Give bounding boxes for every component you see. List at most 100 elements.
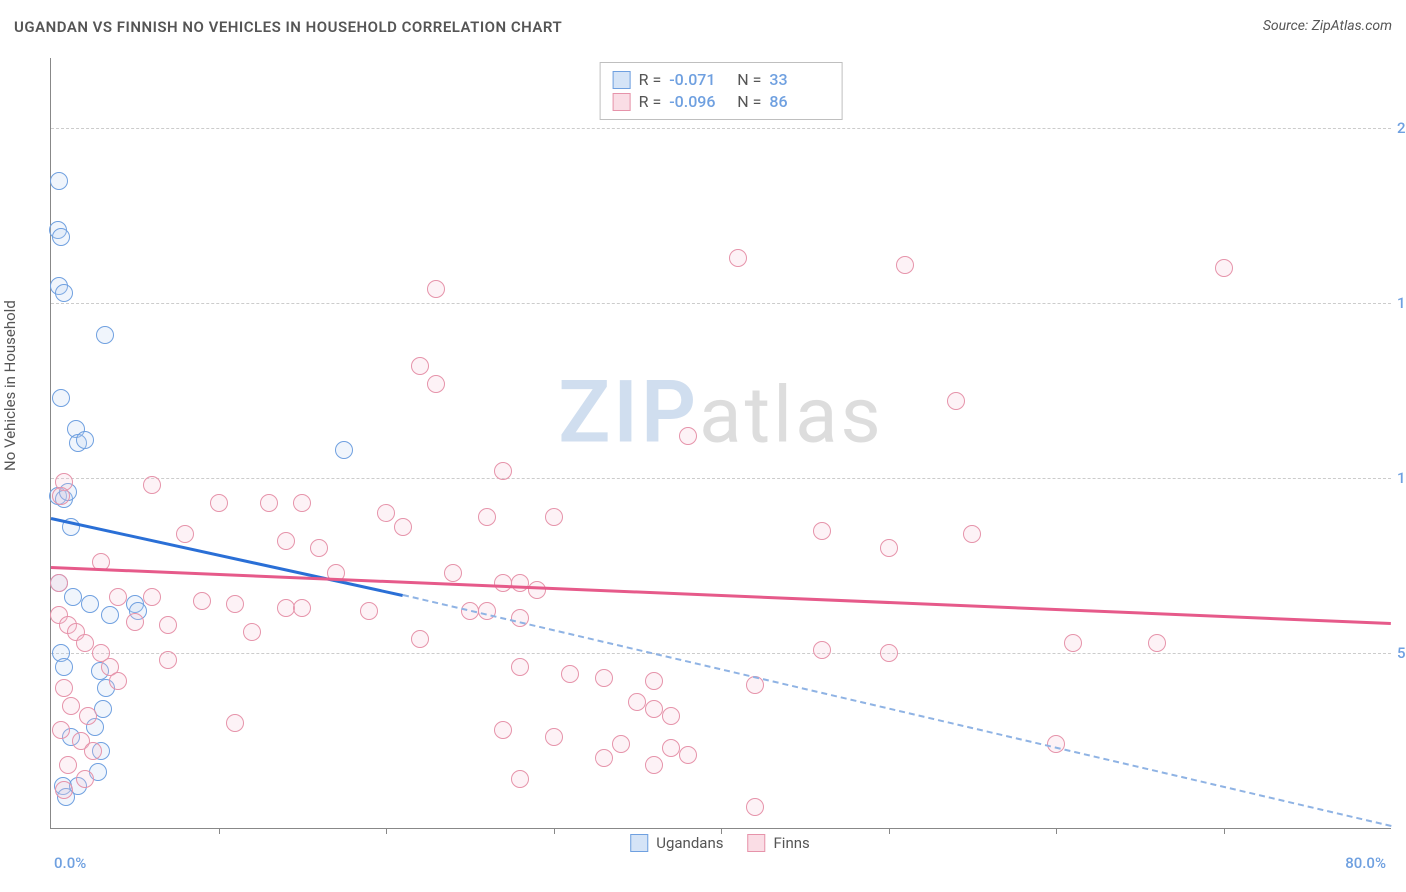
legend-r-value-finns: -0.096 — [669, 91, 729, 113]
data-point-finns — [62, 697, 80, 715]
swatch-ugandans — [630, 834, 648, 852]
data-point-finns — [494, 574, 512, 592]
y-tick-label: 15.0% — [1397, 294, 1406, 312]
data-point-finns — [444, 564, 462, 582]
data-point-finns — [360, 602, 378, 620]
data-point-finns — [394, 518, 412, 536]
data-point-finns — [645, 672, 663, 690]
data-point-finns — [52, 487, 70, 505]
data-point-finns — [427, 375, 445, 393]
series-legend: Ugandans Finns — [630, 834, 810, 852]
data-point-finns — [55, 679, 73, 697]
data-point-finns — [109, 588, 127, 606]
watermark-zip: ZIP — [558, 362, 699, 463]
data-point-finns — [193, 592, 211, 610]
data-point-finns — [143, 476, 161, 494]
data-point-ugandans — [101, 606, 119, 624]
plot-area: ZIPatlas R = -0.071 N = 33 R = -0.096 N … — [50, 58, 1391, 829]
gridline — [51, 478, 1391, 479]
data-point-finns — [528, 581, 546, 599]
data-point-finns — [277, 532, 295, 550]
chart-header: UGANDAN VS FINNISH NO VEHICLES IN HOUSEH… — [14, 18, 1392, 36]
data-point-ugandans — [52, 389, 70, 407]
x-tick — [889, 828, 890, 834]
source-name: ZipAtlas.com — [1312, 18, 1392, 34]
trend-line — [51, 566, 1391, 625]
data-point-finns — [310, 539, 328, 557]
data-point-finns — [159, 616, 177, 634]
data-point-finns — [377, 504, 395, 522]
data-point-ugandans — [76, 431, 94, 449]
data-point-finns — [511, 658, 529, 676]
legend-item-ugandans: Ugandans — [630, 834, 723, 852]
chart-title: UGANDAN VS FINNISH NO VEHICLES IN HOUSEH… — [14, 18, 562, 36]
data-point-finns — [947, 392, 965, 410]
data-point-finns — [963, 525, 981, 543]
data-point-finns — [76, 770, 94, 788]
watermark-atlas: atlas — [699, 371, 884, 462]
legend-n-value-ugandans: 33 — [769, 69, 829, 91]
data-point-ugandans — [52, 228, 70, 246]
data-point-finns — [226, 714, 244, 732]
y-tick-label: 20.0% — [1397, 119, 1406, 137]
legend-row-ugandans: R = -0.071 N = 33 — [613, 69, 830, 91]
x-tick — [1224, 828, 1225, 834]
y-axis-title: No Vehicles in Household — [1, 300, 19, 471]
x-axis-end-label: 80.0% — [1345, 854, 1386, 872]
data-point-finns — [411, 357, 429, 375]
data-point-finns — [494, 462, 512, 480]
legend-n-label: N = — [737, 91, 761, 113]
legend-item-finns: Finns — [748, 834, 810, 852]
data-point-finns — [896, 256, 914, 274]
data-point-finns — [494, 721, 512, 739]
gridline — [51, 128, 1391, 129]
data-point-finns — [143, 588, 161, 606]
x-axis-start-label: 0.0% — [54, 854, 86, 872]
x-tick — [1056, 828, 1057, 834]
data-point-ugandans — [96, 326, 114, 344]
data-point-ugandans — [55, 658, 73, 676]
data-point-ugandans — [55, 284, 73, 302]
data-point-finns — [545, 508, 563, 526]
data-point-finns — [645, 700, 663, 718]
data-point-finns — [210, 494, 228, 512]
data-point-finns — [511, 770, 529, 788]
data-point-finns — [595, 669, 613, 687]
data-point-finns — [50, 574, 68, 592]
swatch-finns — [613, 93, 631, 111]
data-point-finns — [595, 749, 613, 767]
data-point-finns — [662, 707, 680, 725]
data-point-finns — [109, 672, 127, 690]
data-point-finns — [511, 574, 529, 592]
data-point-finns — [478, 508, 496, 526]
data-point-ugandans — [81, 595, 99, 613]
data-point-finns — [679, 746, 697, 764]
data-point-finns — [126, 613, 144, 631]
data-point-finns — [411, 630, 429, 648]
data-point-finns — [277, 599, 295, 617]
source-prefix: Source: — [1263, 18, 1312, 34]
legend-r-label: R = — [639, 69, 662, 91]
data-point-finns — [1148, 634, 1166, 652]
data-point-finns — [84, 742, 102, 760]
data-point-finns — [226, 595, 244, 613]
data-point-finns — [79, 707, 97, 725]
swatch-finns — [748, 834, 766, 852]
data-point-finns — [55, 781, 73, 799]
data-point-ugandans — [64, 588, 82, 606]
data-point-finns — [293, 494, 311, 512]
data-point-finns — [243, 623, 261, 641]
swatch-ugandans — [613, 71, 631, 89]
data-point-finns — [612, 735, 630, 753]
data-point-finns — [729, 249, 747, 267]
x-axis-row: 0.0% 80.0% Ugandans Finns — [50, 842, 1390, 872]
data-point-finns — [159, 651, 177, 669]
legend-row-finns: R = -0.096 N = 86 — [613, 91, 830, 113]
chart-container: No Vehicles in Household ZIPatlas R = -0… — [0, 50, 1406, 892]
data-point-finns — [1215, 259, 1233, 277]
data-point-finns — [628, 693, 646, 711]
legend-label-finns: Finns — [774, 834, 810, 852]
data-point-finns — [561, 665, 579, 683]
watermark: ZIPatlas — [558, 362, 884, 463]
data-point-ugandans — [50, 172, 68, 190]
